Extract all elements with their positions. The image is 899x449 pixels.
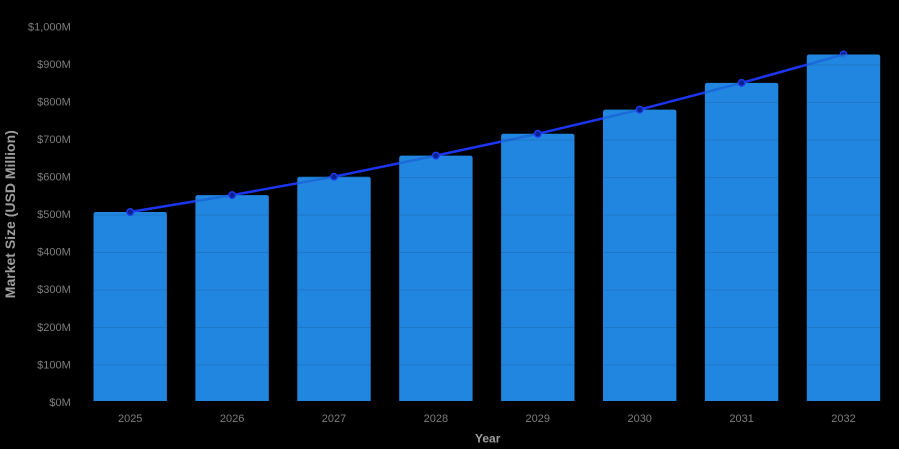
svg-text:$200M: $200M	[37, 322, 71, 334]
svg-text:2026: 2026	[220, 413, 244, 425]
svg-text:$900M: $900M	[37, 59, 71, 71]
svg-text:2028: 2028	[424, 413, 448, 425]
svg-text:$700M: $700M	[37, 134, 71, 146]
svg-text:$500M: $500M	[37, 209, 71, 221]
svg-text:$300M: $300M	[37, 284, 71, 296]
svg-text:2030: 2030	[627, 413, 651, 425]
svg-text:Market Size (USD Million): Market Size (USD Million)	[2, 130, 18, 298]
svg-text:2027: 2027	[322, 413, 346, 425]
svg-text:2032: 2032	[831, 413, 855, 425]
svg-text:$0M: $0M	[49, 397, 70, 409]
svg-text:$400M: $400M	[37, 247, 71, 259]
svg-text:2031: 2031	[729, 413, 753, 425]
svg-text:$1,000M: $1,000M	[28, 21, 71, 33]
svg-text:2029: 2029	[526, 413, 550, 425]
svg-text:2025: 2025	[118, 413, 142, 425]
svg-text:$600M: $600M	[37, 172, 71, 184]
svg-text:Year: Year	[475, 431, 501, 445]
svg-text:$100M: $100M	[37, 359, 71, 371]
svg-text:$800M: $800M	[37, 97, 71, 109]
